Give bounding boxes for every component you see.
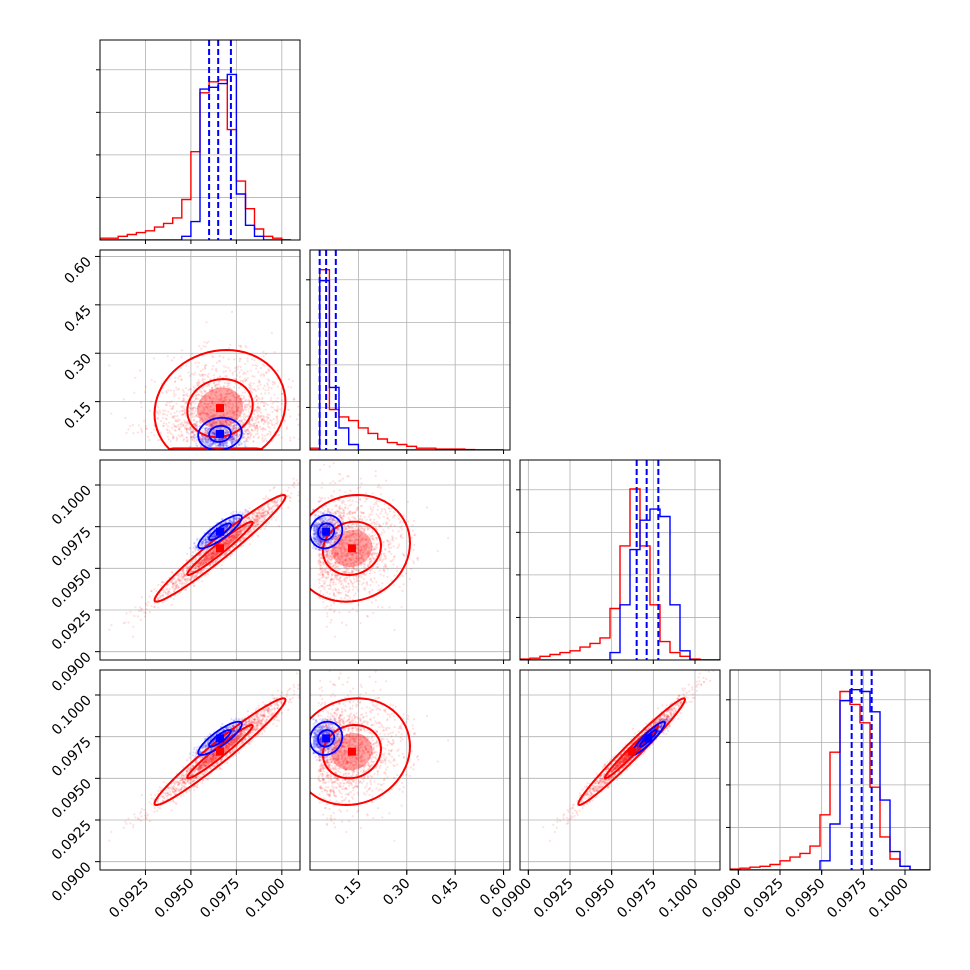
density-peak-series-b-3-0 — [216, 747, 224, 756]
contour-series-b-3-1-1 — [310, 697, 412, 807]
histogram-series_b-2 — [520, 488, 720, 660]
ytick-label-2-0: 0.0900 — [49, 649, 95, 695]
contour-series-b-2-0-1 — [153, 493, 287, 603]
ytick-label-3-1: 0.0925 — [49, 818, 95, 864]
xtick-label-2-1: 0.0925 — [531, 876, 577, 922]
axes-frame-3-0 — [99, 669, 301, 871]
panel-1-1 — [306, 249, 511, 454]
xtick-label-3-3: 0.0975 — [824, 876, 870, 922]
panel-2-0 — [99, 459, 301, 661]
ytick-label-3-2: 0.0950 — [49, 776, 95, 822]
histogram-series_a-1 — [310, 280, 504, 450]
xtick-label-2-2: 0.0950 — [573, 876, 619, 922]
contour-series-b-2-1-1 — [310, 493, 412, 603]
contour-series-a-2-1-0 — [317, 522, 336, 541]
contour-series-a-3-2-0 — [639, 729, 658, 748]
xtick-label-3-4: 0.1000 — [866, 876, 912, 922]
ytick-label-1-3: 0.60 — [61, 254, 94, 287]
contour-series-a-3-1-1 — [310, 720, 344, 756]
panel-3-1 — [309, 669, 511, 874]
contour-series-a-2-1-1 — [310, 514, 344, 550]
axes-frame-3-2 — [519, 669, 721, 871]
axes-frame-0-0 — [99, 39, 301, 241]
contour-series-a-1-0-1 — [197, 416, 243, 450]
contour-series-a-3-1-0 — [317, 729, 336, 748]
histogram-series_b-1 — [310, 269, 504, 450]
xtick-label-3-2: 0.0950 — [783, 876, 829, 922]
panel-3-3 — [726, 669, 931, 874]
axes-frame-3-3 — [729, 669, 931, 871]
axes-frame-2-2 — [519, 459, 721, 661]
ytick-label-3-3: 0.0975 — [49, 734, 95, 780]
density-peak-series-b-2-0 — [216, 544, 224, 553]
xtick-label-3-0: 0.0900 — [699, 876, 745, 922]
density-peak-series-a-2-0 — [216, 527, 224, 536]
contour-series-b-1-0-1 — [153, 348, 287, 450]
ytick-label-2-1: 0.0925 — [49, 608, 95, 654]
panel-3-2 — [519, 669, 721, 874]
contour-series-a-3-0-1 — [197, 720, 243, 756]
density-peak-series-a-1-0 — [216, 429, 224, 438]
density-peak-series-b-3-1 — [347, 747, 356, 756]
axes-frame-2-1 — [309, 459, 511, 661]
density-peak-series-b-2-1 — [347, 544, 356, 553]
contour-series-b-3-0-0 — [186, 724, 254, 780]
panel-0-0 — [96, 39, 301, 244]
histogram-series_a-0 — [100, 73, 291, 240]
density-peak-series-a-2-1 — [322, 527, 331, 536]
ytick-label-2-3: 0.0975 — [49, 524, 95, 570]
xtick-label-0-3: 0.1000 — [243, 876, 289, 922]
ytick-label-2-2: 0.0950 — [49, 566, 95, 612]
density-peak-series-b-1-0 — [216, 404, 224, 413]
ytick-label-1-1: 0.30 — [61, 351, 94, 384]
density-peak-series-b-3-2 — [627, 747, 636, 756]
scatter-series-b-2-1 — [317, 460, 450, 638]
panel-2-1 — [309, 459, 511, 664]
contour-series-a-2-0-1 — [197, 514, 243, 550]
xtick-label-2-3: 0.0975 — [614, 876, 660, 922]
ytick-label-1-0: 0.15 — [61, 399, 94, 432]
xtick-label-1-0: 0.15 — [332, 876, 365, 909]
xtick-label-3-1: 0.0925 — [741, 876, 787, 922]
xtick-label-1-1: 0.30 — [380, 876, 413, 909]
density-peak-series-a-3-1 — [322, 734, 331, 743]
histogram-series_b-0 — [100, 79, 291, 240]
ytick-label-3-0: 0.0900 — [49, 859, 95, 905]
contour-series-a-3-0-0 — [208, 729, 232, 748]
xtick-label-0-0: 0.0925 — [106, 876, 152, 922]
ytick-label-3-4: 0.1000 — [49, 693, 95, 739]
density-peak-series-a-3-0 — [216, 734, 224, 743]
ytick-label-2-4: 0.1000 — [49, 483, 95, 529]
histogram-series_a-2 — [520, 508, 720, 660]
contour-series-a-2-0-0 — [208, 522, 232, 541]
contour-series-b-3-0-1 — [153, 697, 287, 807]
contour-series-b-2-0-0 — [186, 520, 254, 576]
ytick-label-1-2: 0.45 — [61, 302, 94, 335]
xtick-label-0-2: 0.0975 — [197, 876, 243, 922]
panel-1-0 — [99, 249, 301, 451]
histogram-series_a-3 — [730, 689, 930, 870]
xtick-label-0-1: 0.0950 — [152, 876, 198, 922]
density-peak-series-a-3-2 — [644, 734, 653, 743]
contour-series-b-2-1-0 — [321, 520, 383, 577]
axes-frame-3-1 — [309, 669, 511, 871]
axes-frame-1-0 — [99, 249, 301, 451]
panel-2-2 — [516, 459, 721, 664]
axes-frame-2-0 — [99, 459, 301, 661]
panel-3-0 — [99, 669, 301, 871]
axes-frame-1-1 — [309, 249, 511, 451]
xtick-label-2-4: 0.1000 — [656, 876, 702, 922]
xtick-label-1-2: 0.45 — [429, 876, 462, 909]
contour-series-a-1-0-0 — [208, 424, 232, 443]
